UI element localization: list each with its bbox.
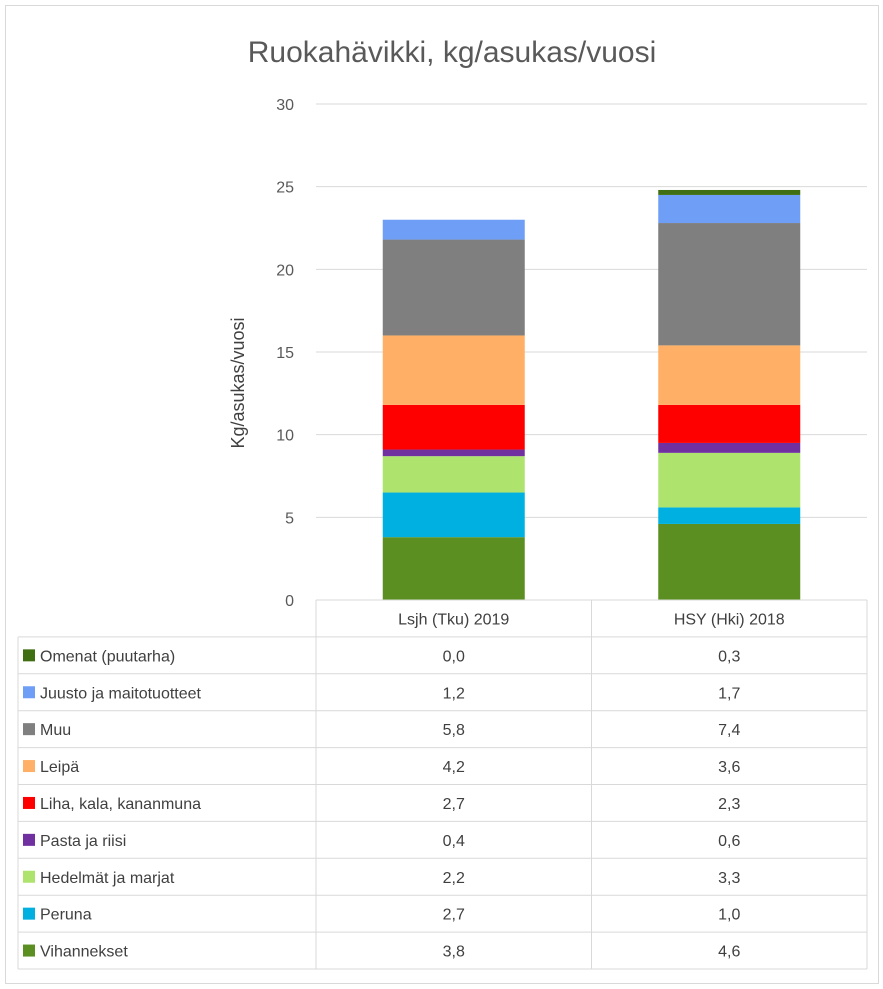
series-name: Vihannekset (40, 944, 128, 961)
data-value-cell: 1,7 (718, 685, 740, 702)
data-value-cell: 2,7 (443, 907, 465, 924)
data-value-cell: 4,2 (443, 759, 465, 776)
bar-segment (382, 219, 525, 240)
data-value-cell: 7,4 (718, 722, 740, 739)
data-value-cell: 3,8 (443, 944, 465, 961)
legend-swatch (23, 870, 35, 883)
chart-title: Ruokahävikki, kg/asukas/vuosi (248, 36, 657, 69)
bar-segment (658, 223, 801, 346)
series-name: Pasta ja riisi (40, 833, 126, 850)
y-tick-label: 15 (276, 345, 294, 362)
bar-segment (382, 239, 525, 336)
y-tick-label: 10 (276, 428, 294, 445)
series-name: Muu (40, 722, 71, 739)
data-value-cell: 3,3 (718, 870, 740, 887)
bar-segment (382, 404, 525, 450)
category-label: Lsjh (Tku) 2019 (398, 611, 509, 628)
data-value-cell: 1,0 (718, 907, 740, 924)
bar-segment (658, 404, 801, 443)
data-value-cell: 1,2 (443, 685, 465, 702)
data-table: Lsjh (Tku) 2019 HSY (Hki) 2018 Omenat (puu… (17, 599, 868, 970)
legend-swatch (23, 796, 35, 809)
y-tick-label: 30 (276, 97, 294, 114)
data-value-cell: 3,6 (718, 759, 740, 776)
series-name: Peruna (40, 907, 92, 924)
series-name: Juusto ja maitotuotteet (40, 685, 202, 702)
legend-swatch (23, 649, 35, 662)
bar-segment (382, 492, 525, 538)
bar-segment (382, 335, 525, 405)
y-tick-label: 20 (276, 262, 294, 279)
category-label: HSY (Hki) 2018 (674, 611, 785, 628)
y-tick-label: 25 (276, 180, 294, 197)
legend-swatch (23, 760, 35, 773)
data-value-cell: 2,3 (718, 796, 740, 813)
data-value-cell: 0,3 (718, 648, 740, 665)
bar-segment (658, 345, 801, 405)
data-value-cell: 5,8 (443, 722, 465, 739)
legend-swatch (23, 723, 35, 736)
bar-segment (658, 507, 801, 524)
bar-segment (658, 189, 801, 195)
legend-swatch (23, 833, 35, 846)
legend-swatch (23, 686, 35, 699)
bar-segment (658, 194, 801, 224)
bar-segment (382, 456, 525, 493)
data-value-cell: 0,0 (443, 648, 465, 665)
legend-swatch (23, 944, 35, 957)
series-name: Omenat (puutarha) (40, 648, 175, 665)
series-name: Leipä (40, 759, 79, 776)
data-value-cell: 2,7 (443, 796, 465, 813)
data-value-cell: 2,2 (443, 870, 465, 887)
series-name: Liha, kala, kananmuna (40, 796, 201, 813)
y-tick-label: 0 (285, 593, 294, 610)
legend-swatch (23, 907, 35, 920)
y-tick-labels: 0 5 10 15 20 25 30 (276, 97, 294, 610)
data-value-cell: 0,6 (718, 833, 740, 850)
data-value-cell: 0,4 (443, 833, 465, 850)
bar-segment (658, 523, 801, 600)
series-name: Hedelmät ja marjat (40, 870, 175, 887)
data-value-cell: 4,6 (718, 944, 740, 961)
stacked-bars (382, 189, 801, 600)
y-tick-label: 5 (285, 510, 294, 527)
bar-segment (382, 537, 525, 600)
bar-segment (382, 449, 525, 457)
bar-segment (658, 452, 801, 508)
y-axis-label: Kg/asukas/vuosi (228, 317, 248, 448)
bar-segment (658, 442, 801, 453)
